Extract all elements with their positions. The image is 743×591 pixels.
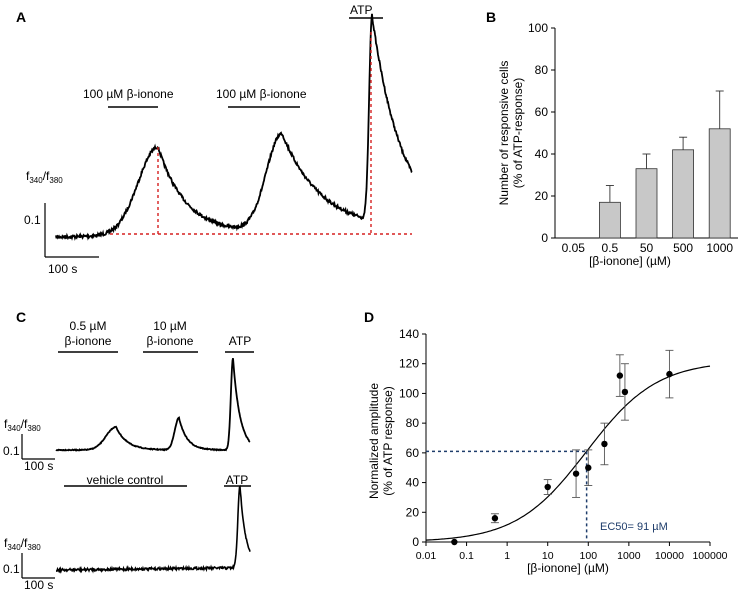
panel-b-letter: B <box>486 9 496 25</box>
panel-d-ytick-label: 120 <box>399 357 419 371</box>
panel-b-xtick-label: 1000 <box>706 241 733 255</box>
panel-c-top-scale-x-label: 100 s <box>24 459 53 473</box>
panel-b-yaxis-title: Number of responsive cells (% of ATP-res… <box>497 61 525 206</box>
panel-d-ytick-label: 0 <box>412 535 419 549</box>
panel-b-ytick-label: 20 <box>535 189 549 203</box>
panel-b-xtick-label: 50 <box>640 241 654 255</box>
panel-d-xtick-label: 100 <box>580 550 598 562</box>
panel-a-scale-y-label: 0.1 <box>24 213 41 227</box>
panel-b-bar <box>599 201 621 239</box>
panel-b-ytick-label: 40 <box>535 147 549 161</box>
panel-b-bar <box>708 128 731 239</box>
panel-d-point <box>451 538 458 546</box>
panel-a-letter: A <box>16 9 26 25</box>
panel-c-top-trace <box>55 358 251 452</box>
panel-d-point <box>572 470 580 477</box>
panel-c-letter: C <box>16 309 26 325</box>
panel-c-stim-2-line-2: β-ionone <box>147 334 194 348</box>
panel-b-ytick-label: 80 <box>535 63 549 77</box>
panel-a-scale-x-label: 100 s <box>48 262 77 276</box>
panel-c-vehicle-label: vehicle control <box>87 473 164 487</box>
panel-c-bottom-scale-y-label: 0.1 <box>3 562 20 576</box>
panel-c-top-scale-y-label: 0.1 <box>3 444 20 458</box>
panel-d-xtick-label: 1000 <box>617 550 641 562</box>
panel-c-stim-1-line-2: β-ionone <box>65 334 112 348</box>
panel-a-stim-atp-label: ATP <box>350 3 372 17</box>
panel-c-stim-1-line-1: 0.5 µM <box>70 319 107 333</box>
panel-d-xtick-label: 10 <box>542 550 554 562</box>
panel-d-ec50-label: EC50= 91 µM <box>600 521 668 533</box>
panel-b-ytick-label: 100 <box>528 21 548 35</box>
panel-d-ytick-label: 40 <box>406 476 420 490</box>
panel-d-point <box>616 372 624 379</box>
panel-c-bottom-trace <box>56 484 251 574</box>
panel-d-point <box>666 370 673 378</box>
panel-d-ytick-label: 80 <box>406 416 420 430</box>
panel-d-ylabel-2: (% of ATP response) <box>381 386 395 496</box>
panel-a-trace <box>55 13 413 241</box>
panel-d-point <box>544 483 551 491</box>
panel-d-fit-curve <box>425 365 711 541</box>
panel-c-top-ylabel: f340/f380 <box>4 417 41 433</box>
panel-d-point <box>621 388 629 396</box>
panel-d-yaxis-title: Normalized amplitude (% of ATP response) <box>367 383 395 499</box>
panel-b-ylabel: Number of responsive cells <box>497 61 511 206</box>
panel-d-xtick-label: 0.01 <box>416 550 437 562</box>
panel-d-point <box>601 440 608 448</box>
panel-a-stim-1-label: 100 µM β-ionone <box>83 87 174 101</box>
panel-c-bottom-scale-x-label: 100 s <box>24 578 53 591</box>
panel-b-ylabel-2: (% of ATP-response) <box>511 78 525 188</box>
panel-d-ytick-label: 140 <box>399 327 419 341</box>
panel-d-xtick-label: 10000 <box>655 550 684 562</box>
panel-c-stim-2-line-1: 10 µM <box>153 319 187 333</box>
panel-d-xtick-label: 1 <box>504 550 510 562</box>
panel-d-point <box>491 515 499 522</box>
panel-d-ytick-label: 100 <box>399 386 419 400</box>
panel-b-xlabel: [β-ionone] (µM) <box>589 254 671 268</box>
panel-b-bar <box>672 149 694 239</box>
panel-c-stim-3-label: ATP <box>229 334 251 348</box>
panel-a-stim-2-label: 100 µM β-ionone <box>216 87 307 101</box>
panel-c-atp-2-label: ATP <box>226 473 248 487</box>
panel-d-letter: D <box>364 309 374 325</box>
panel-b-xtick-label: 0.5 <box>602 241 619 255</box>
panel-d-point <box>585 464 592 471</box>
panel-d-ytick-label: 20 <box>406 505 420 519</box>
panel-d-xtick-label: 0.1 <box>459 550 474 562</box>
panel-b-xtick-label: 0.05 <box>562 241 586 255</box>
panel-b-ytick-label: 0 <box>541 231 548 245</box>
panel-b-xtick-label: 500 <box>673 241 693 255</box>
panel-d-xtick-label: 100000 <box>692 550 727 562</box>
panel-b-ytick-label: 60 <box>535 105 549 119</box>
panel-b-bar <box>635 168 658 239</box>
panel-d-xlabel: [β-ionone] (µM) <box>527 561 609 575</box>
panel-a-ylabel: f340/f380 <box>26 169 63 185</box>
panel-d-ylabel: Normalized amplitude <box>367 383 381 499</box>
panel-c-bottom-ylabel: f340/f380 <box>4 536 41 552</box>
panel-d-ytick-label: 60 <box>406 446 420 460</box>
